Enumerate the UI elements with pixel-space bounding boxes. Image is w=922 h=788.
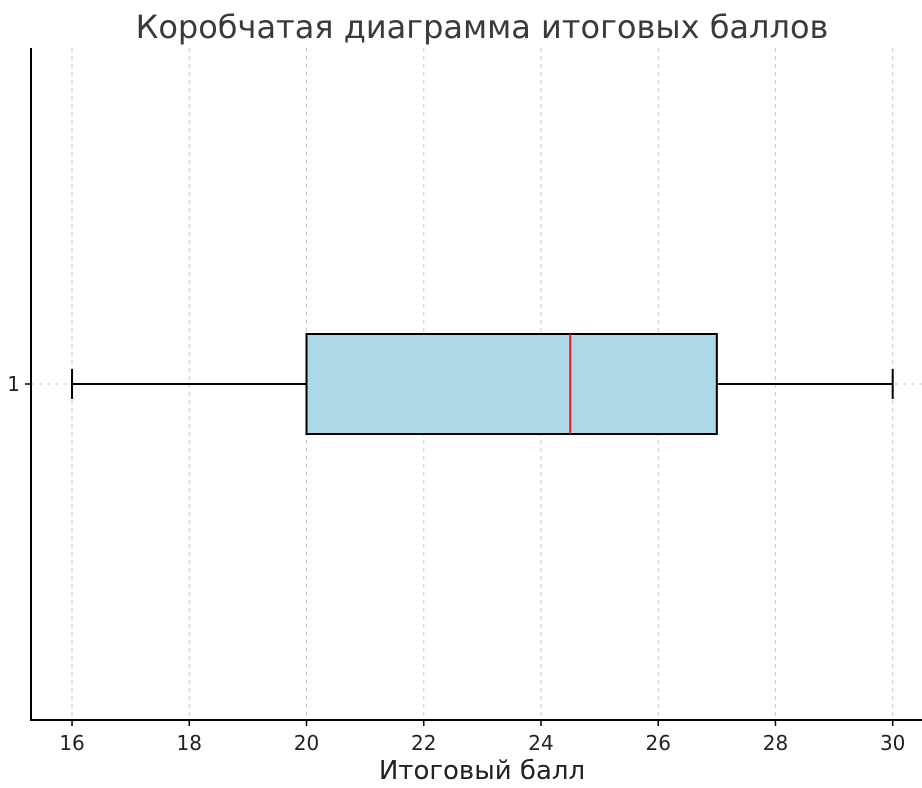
x-tick-label: 30: [880, 731, 905, 755]
box-series: [72, 334, 893, 434]
x-tick-label: 28: [763, 731, 788, 755]
chart-title: Коробчатая диаграмма итоговых баллов: [136, 8, 829, 46]
x-tick-label: 24: [528, 731, 553, 755]
x-tick-label: 16: [59, 731, 84, 755]
x-axis-title: Итоговый балл: [379, 756, 585, 783]
y-tick-label: 1: [7, 372, 20, 396]
x-tick-label: 18: [177, 731, 202, 755]
x-tick-label: 20: [294, 731, 319, 755]
x-tick-label: 26: [645, 731, 670, 755]
x-tick-label: 22: [411, 731, 436, 755]
box-iqr: [307, 334, 717, 434]
